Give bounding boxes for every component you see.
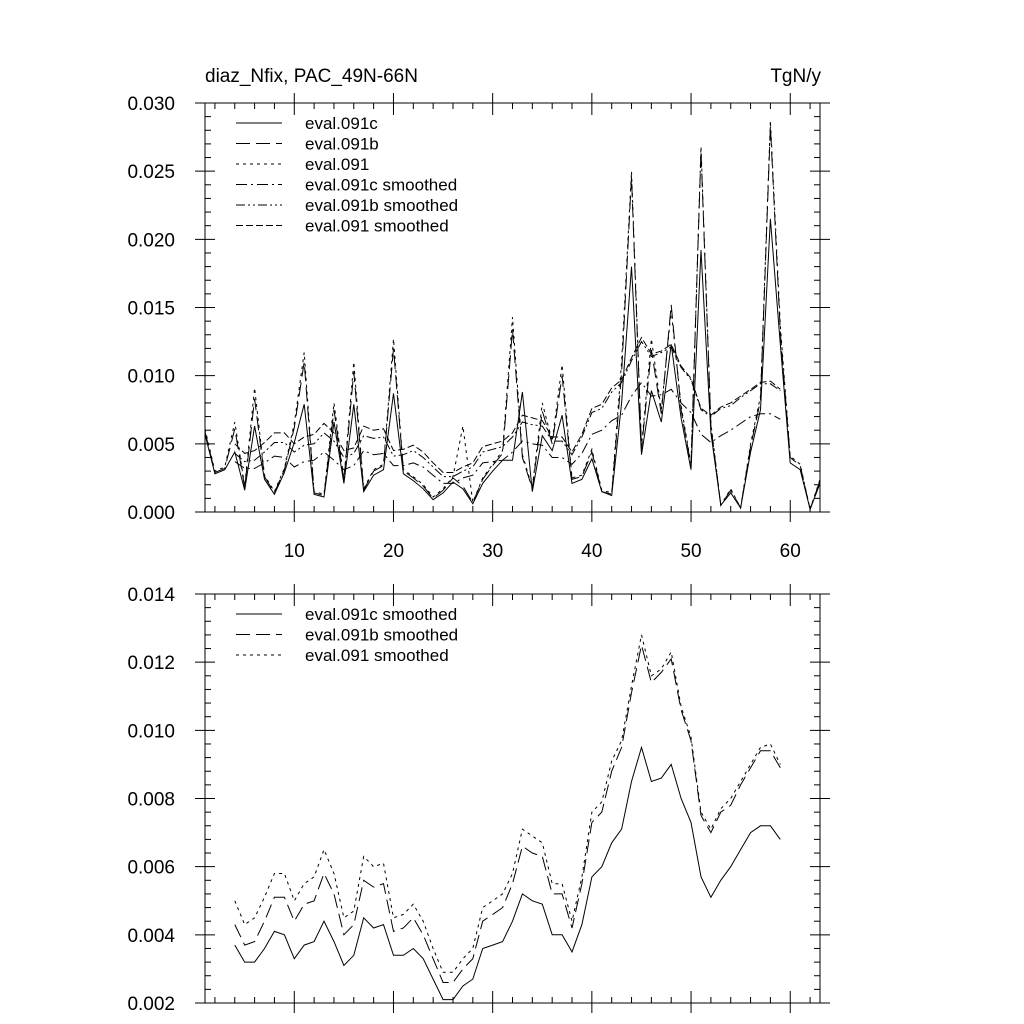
series-line-eval-091c-smoothed [234,381,781,484]
y-tick-label: 0.005 [127,435,175,456]
y-tick-label: 0.000 [127,503,175,524]
y-tick-label: 0.020 [127,230,175,251]
series-line-eval-091-smoothed [234,634,781,973]
y-tick-label: 0.012 [127,653,175,674]
y-tick-label: 0.002 [127,994,175,1015]
bottom-series-lines [234,634,781,1001]
y-tick-label: 0.030 [127,94,175,115]
y-tick-label: 0.025 [127,162,175,183]
series-line-eval-091 [204,120,821,512]
x-tick-label: 20 [383,541,404,562]
y-tick-label: 0.008 [127,790,175,811]
legend-label: eval.091c smoothed [305,605,457,624]
bottom-plot-frame [204,593,821,1004]
x-tick-label: 50 [680,541,701,562]
y-tick-label: 0.010 [127,721,175,742]
top-panel: diaz_Nfix, PAC_49N-66N TgN/y 10 20 30 40 50 6… [127,66,830,562]
legend-label: eval.091b smoothed [305,196,458,215]
legend-label: eval.091b [305,135,379,154]
top-plot-frame [204,102,821,513]
series-line-eval-091c-smoothed [234,745,781,1001]
x-tick-label: 10 [284,541,305,562]
x-tick-label: 40 [581,541,602,562]
legend-label: eval.091 smoothed [305,217,449,236]
legend-label: eval.091 [305,155,369,174]
x-tick-label: 30 [482,541,503,562]
bottom-panel: 0.002 0.004 0.006 0.008 0.010 0.012 0.014 eval… [127,584,830,1015]
y-tick-label: 0.014 [127,585,175,606]
series-line-eval-091b-smoothed [234,340,781,478]
x-tick-label: 60 [780,541,801,562]
top-panel-units: TgN/y [770,66,821,87]
top-ticks: 10 20 30 40 50 60 0.000 0.005 0.010 0.015 0.020 0.0… [127,93,830,562]
y-tick-label: 0.010 [127,367,175,388]
series-line-eval-091-smoothed [234,336,781,473]
legend-label: eval.091 smoothed [305,646,449,665]
legend-label: eval.091c smoothed [305,176,457,195]
y-tick-label: 0.004 [127,926,175,947]
bottom-ticks: 0.002 0.004 0.006 0.008 0.010 0.012 0.014 [127,584,830,1015]
top-panel-title: diaz_Nfix, PAC_49N-66N [205,66,418,87]
legend-label: eval.091b smoothed [305,626,458,645]
top-series-lines [204,120,821,512]
y-tick-label: 0.015 [127,299,175,320]
y-tick-label: 0.006 [127,858,175,879]
legend-label: eval.091c [305,114,378,133]
bottom-legend: eval.091c smoothed eval.091b smoothedeval… [236,605,458,665]
series-line-eval-091b-smoothed [234,644,781,983]
